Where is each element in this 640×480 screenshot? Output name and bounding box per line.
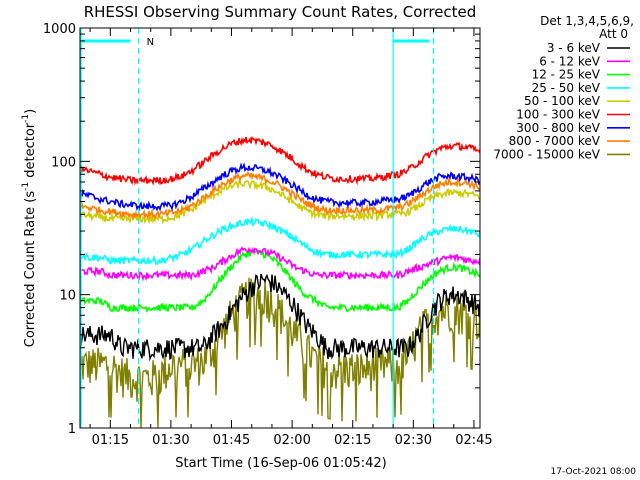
series-line-5 <box>80 136 480 186</box>
series-line-0 <box>80 273 480 362</box>
y-tick-label-0: 1 <box>68 422 76 437</box>
attenuator-markers: N <box>80 28 435 428</box>
x-tick-label-5: 02:30 <box>395 433 432 448</box>
legend-label-7: 800 - 7000 keV <box>509 134 601 148</box>
axes: 01:15 01:30 01:45 02:00 02:15 02:30 02:45 1 10 10… <box>43 22 493 448</box>
series-line-7 <box>80 171 480 221</box>
y-tick-label-1: 10 <box>59 289 76 304</box>
x-tick-label-1: 01:30 <box>152 433 189 448</box>
chart-title: RHESSI Observing Summary Count Rates, Co… <box>84 3 477 21</box>
series-line-2 <box>80 247 480 314</box>
legend-label-1: 6 - 12 keV <box>539 54 601 68</box>
legend-header-line-1: Det 1,3,4,5,6,9, <box>540 14 634 28</box>
series-line-3 <box>80 216 480 266</box>
flag-label: N <box>147 37 154 48</box>
y-tick-label-2: 100 <box>51 155 76 170</box>
plot-frame <box>79 27 481 429</box>
x-tick-label-3: 02:00 <box>273 433 310 448</box>
x-axis-label: Start Time (16-Sep-06 01:05:42) <box>175 456 386 471</box>
legend-label-8: 7000 - 15000 keV <box>493 147 600 161</box>
series-line-8 <box>80 277 480 428</box>
x-tick-label-0: 01:15 <box>92 433 129 448</box>
legend-header-line-2: Att 0 <box>599 27 628 41</box>
series-line-1 <box>80 246 480 282</box>
legend-label-4: 50 - 100 keV <box>524 94 601 108</box>
x-tick-label-2: 01:45 <box>213 433 250 448</box>
y-tick-label-3: 1000 <box>43 22 76 37</box>
legend-label-0: 3 - 6 keV <box>547 41 601 55</box>
legend-label-6: 300 - 800 keV <box>516 121 600 135</box>
series-line-4 <box>80 180 480 225</box>
legend-label-2: 12 - 25 keV <box>532 68 601 82</box>
x-tick-label-6: 02:45 <box>455 433 492 448</box>
date-stamp: 17-Oct-2021 08:00 <box>551 467 637 477</box>
series-line-6 <box>80 162 480 213</box>
y-axis-label: Corrected Count Rate (s-1 detector-1) <box>21 109 38 347</box>
series-layer <box>80 136 480 428</box>
legend-label-3: 25 - 50 keV <box>532 81 601 95</box>
x-tick-label-4: 02:15 <box>334 433 371 448</box>
legend-label-5: 100 - 300 keV <box>516 108 600 122</box>
